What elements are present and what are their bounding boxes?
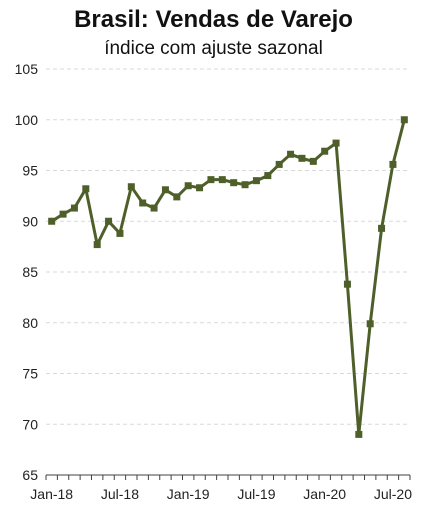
x-tick-label-Jan-18: Jan-18 [30, 486, 73, 502]
data-point-Oct-18 [150, 204, 158, 212]
data-point-Aug-20 [400, 116, 408, 124]
y-tick-label-100: 100 [15, 112, 39, 128]
y-tick-label-80: 80 [22, 315, 38, 331]
data-point-Dec-19 [309, 157, 317, 165]
data-point-Jun-20 [378, 224, 386, 232]
data-point-Mar-18 [70, 204, 78, 212]
data-point-May-20 [366, 320, 374, 328]
data-point-Jun-18 [105, 217, 113, 225]
data-point-Jun-19 [241, 181, 249, 189]
series [48, 116, 408, 438]
chart-subtitle: índice com ajuste sazonal [104, 38, 323, 59]
data-point-Apr-18 [82, 185, 90, 193]
y-tick-label-85: 85 [22, 264, 38, 280]
data-point-Feb-18 [59, 210, 67, 218]
data-point-Apr-20 [355, 430, 363, 438]
data-point-Sep-18 [139, 199, 147, 207]
data-point-Jan-18 [48, 217, 56, 225]
x-tick-label-Jan-20: Jan-20 [303, 486, 346, 502]
data-point-Jul-18 [116, 229, 124, 237]
y-tick-label-65: 65 [22, 467, 38, 483]
y-tick-label-105: 105 [15, 61, 39, 77]
y-tick-labels: 65 70 75 80 85 90 95 100 105 [15, 61, 39, 483]
data-point-Nov-18 [161, 186, 169, 194]
data-point-May-18 [93, 241, 101, 249]
data-point-Feb-19 [196, 184, 204, 192]
data-point-Aug-18 [127, 183, 135, 191]
data-point-Feb-20 [332, 139, 340, 147]
data-point-Mar-19 [207, 176, 215, 184]
data-point-Jan-20 [321, 147, 329, 155]
x-tick-label-Jul-20: Jul-20 [374, 486, 412, 502]
series-line [50, 119, 406, 436]
data-point-Jul-19 [252, 177, 260, 185]
axes [45, 474, 411, 480]
data-point-Sep-19 [275, 160, 283, 168]
data-point-Jan-19 [184, 182, 192, 190]
data-point-Nov-19 [298, 154, 306, 162]
data-point-Jul-20 [389, 160, 397, 168]
x-tick-label-Jan-19: Jan-19 [167, 486, 210, 502]
x-tick-labels: Jan-18 Jul-18 Jan-19 Jul-19 Jan-20 Jul-20 [30, 486, 412, 502]
chart-title: Brasil: Vendas de Varejo [74, 6, 353, 33]
y-tick-label-90: 90 [22, 213, 38, 229]
y-tick-label-95: 95 [22, 163, 38, 179]
data-point-May-19 [230, 179, 238, 187]
x-tick-label-Jul-19: Jul-19 [237, 486, 275, 502]
data-point-Aug-19 [264, 172, 272, 180]
data-point-Dec-18 [173, 193, 181, 201]
data-point-Oct-19 [287, 150, 295, 158]
y-tick-label-70: 70 [22, 416, 38, 432]
y-tick-label-75: 75 [22, 366, 38, 382]
x-tick-label-Jul-18: Jul-18 [101, 486, 139, 502]
data-point-Mar-20 [343, 280, 351, 288]
data-point-Apr-19 [218, 176, 226, 184]
